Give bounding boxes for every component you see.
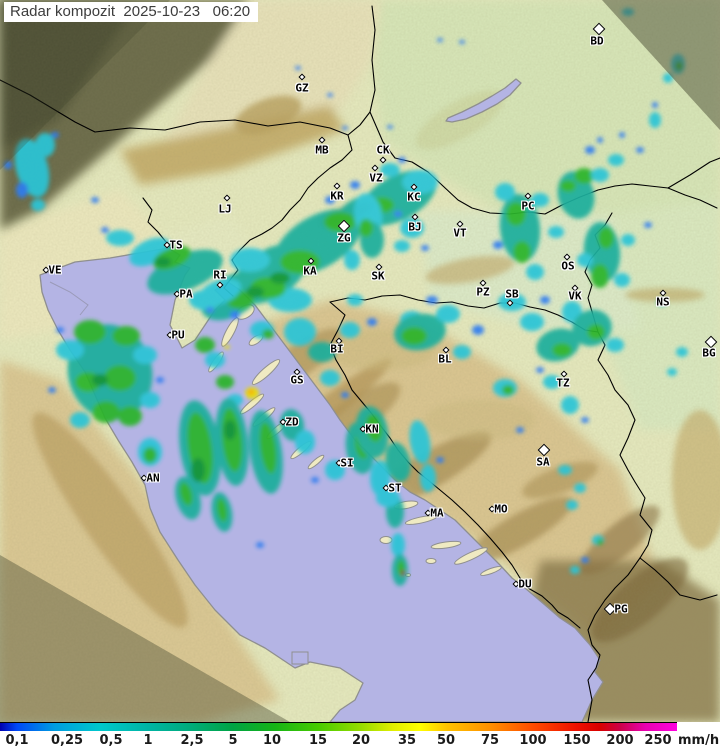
radar-echoes (4, 8, 688, 586)
city-label-gs: GS (290, 373, 304, 387)
precip-colorbar (0, 722, 677, 731)
precip-legend: 0,1 0,25 0,5 1 2,5 5 10 15 20 35 50 75 100 150 200 250 m… (0, 722, 720, 751)
city-label-ts: TS (169, 238, 183, 252)
adriatic-sea (39, 78, 604, 722)
city-label-sa: SA (536, 455, 550, 469)
scale-label-2_5: 2,5 (180, 733, 204, 748)
scale-label-200: 200 (606, 733, 634, 748)
city-label-kn: KN (365, 422, 379, 436)
city-label-lj: LJ (218, 202, 232, 216)
city-label-bl: BL (438, 352, 452, 366)
city-label-bi: BI (330, 342, 344, 356)
scale-label-75: 75 (480, 733, 500, 748)
radar-map-canvas (0, 0, 720, 722)
city-label-vz: VZ (369, 171, 383, 185)
scale-label-35: 35 (397, 733, 417, 748)
city-label-pz: PZ (476, 285, 490, 299)
scale-label-0_25: 0,25 (50, 733, 84, 748)
city-label-zg: ZG (337, 231, 351, 245)
scale-label-150: 150 (563, 733, 591, 748)
radar-map: BD GZ MB CK VZ KC KR LJ ZG BJ VT PC OS KA SK VE TS RI PA PZ… (0, 0, 720, 722)
city-label-sk: SK (371, 269, 385, 283)
city-label-ma: MA (430, 506, 444, 520)
city-label-bg: BG (702, 346, 716, 360)
city-label-pa: PA (179, 287, 193, 301)
city-label-bj: BJ (408, 220, 422, 234)
scale-label-0_1: 0,1 (5, 733, 29, 748)
scale-label-100: 100 (519, 733, 547, 748)
scale-label-1: 1 (143, 733, 153, 748)
city-label-st: ST (388, 481, 402, 495)
city-label-sb: SB (505, 287, 519, 301)
city-label-gz: GZ (295, 81, 309, 95)
city-label-mo: MO (494, 502, 508, 516)
city-label-tz: TZ (556, 376, 570, 390)
scale-label-10: 10 (262, 733, 282, 748)
city-label-pu: PU (171, 328, 185, 342)
scale-unit-label: mm/h (678, 733, 720, 748)
city-label-vk: VK (568, 289, 582, 303)
coverage-edge-shading (0, 0, 720, 722)
city-label-pc: PC (521, 199, 535, 213)
city-label-kr: KR (330, 189, 344, 203)
city-label-an: AN (146, 471, 160, 485)
city-label-pg: PG (614, 602, 628, 616)
city-label-du: DU (518, 577, 532, 591)
city-label-vt: VT (453, 226, 467, 240)
city-label-bd: BD (590, 34, 604, 48)
city-label-ns: NS (656, 295, 670, 309)
scale-label-20: 20 (351, 733, 371, 748)
city-label-mb: MB (315, 143, 329, 157)
city-label-ka: KA (303, 264, 317, 278)
city-label-ri: RI (213, 268, 227, 282)
scale-label-50: 50 (436, 733, 456, 748)
map-title: Radar kompozit 2025-10-23 06:20 (4, 2, 259, 22)
city-label-os: OS (561, 259, 575, 273)
city-label-zd: ZD (285, 415, 299, 429)
scale-label-15: 15 (308, 733, 328, 748)
city-label-si: SI (340, 456, 354, 470)
scale-label-0_5: 0,5 (99, 733, 123, 748)
city-label-ck: CK (376, 143, 390, 157)
scale-label-5: 5 (228, 733, 238, 748)
city-label-ve: VE (48, 263, 62, 277)
city-label-kc: KC (407, 190, 421, 204)
scale-label-250: 250 (644, 733, 672, 748)
